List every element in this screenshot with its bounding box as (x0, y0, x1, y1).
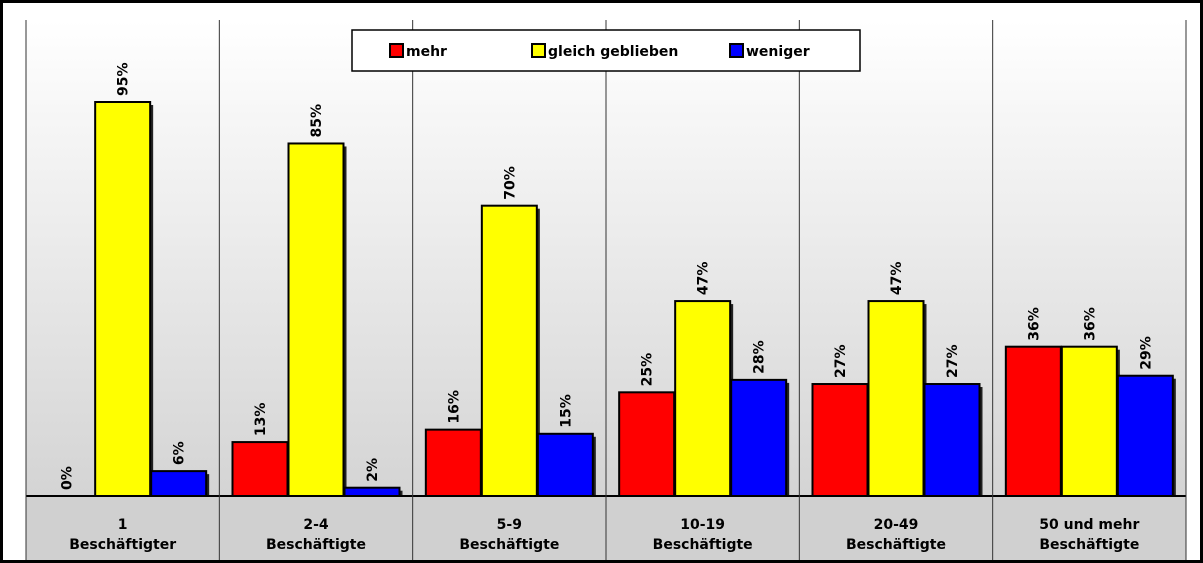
category-label: 1 (118, 517, 128, 533)
category-label: Beschäftigte (459, 537, 559, 553)
data-label: 15% (558, 394, 574, 428)
data-label: 25% (640, 353, 656, 387)
legend-swatch (531, 43, 546, 58)
data-label: 16% (446, 390, 462, 424)
legend-box (351, 29, 861, 72)
legend-label: mehr (406, 44, 447, 60)
bar-weniger (343, 486, 401, 497)
category-label: 50 und mehr (1039, 517, 1139, 533)
bar-weniger (730, 378, 788, 497)
bar-gleich-geblieben (480, 204, 538, 497)
legend-swatch (389, 43, 404, 58)
data-label: 6% (172, 441, 188, 465)
bar-gleich-geblieben (94, 101, 152, 497)
category-label: 5-9 (497, 517, 522, 533)
category-label: 10-19 (680, 517, 725, 533)
category-label: Beschäftigte (1039, 537, 1139, 553)
category-label: 2-4 (303, 517, 329, 533)
bar-mehr (231, 441, 289, 497)
data-label: 27% (833, 345, 849, 379)
bar-mehr (1004, 345, 1062, 497)
bar-gleich-geblieben (287, 142, 345, 497)
bar-weniger (536, 432, 594, 497)
data-label: 28% (752, 340, 768, 374)
data-label: 36% (1082, 307, 1098, 341)
bar-weniger (150, 470, 208, 497)
category-label: Beschäftigte (653, 537, 753, 553)
data-label: 95% (116, 62, 132, 96)
bar-mehr (618, 391, 676, 498)
category-label: Beschäftigter (69, 537, 176, 553)
data-label: 47% (889, 262, 905, 296)
data-label: 85% (309, 104, 325, 138)
category-label: Beschäftigte (266, 537, 366, 553)
legend-label: weniger (746, 44, 810, 60)
data-label: 36% (1026, 307, 1042, 341)
category-label: Beschäftigte (846, 537, 946, 553)
bar-gleich-geblieben (674, 300, 732, 497)
bar-mehr (424, 428, 482, 498)
legend: mehr gleich geblieben weniger (351, 29, 861, 72)
data-label: 70% (502, 166, 518, 200)
category-label: 20-49 (874, 517, 919, 533)
bar-weniger (1116, 374, 1174, 497)
bar-mehr (811, 383, 869, 498)
legend-label: gleich geblieben (548, 44, 678, 60)
data-label: 27% (945, 345, 961, 379)
data-label: 13% (253, 403, 269, 437)
data-label: 2% (365, 458, 381, 482)
data-label: 29% (1138, 336, 1154, 370)
bar-weniger (923, 383, 981, 498)
bar-gleich-geblieben (1060, 345, 1118, 497)
data-label: 47% (696, 262, 712, 296)
data-label: 0% (60, 466, 76, 490)
bar-gleich-geblieben (867, 300, 925, 497)
legend-swatch (729, 43, 744, 58)
